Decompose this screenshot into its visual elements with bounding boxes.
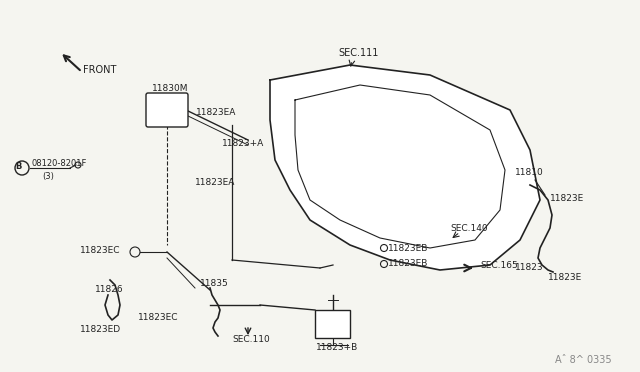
Text: 11823EB: 11823EB <box>388 244 428 253</box>
Text: SEC.140: SEC.140 <box>450 224 488 232</box>
Text: (3): (3) <box>42 171 54 180</box>
Text: 11823EA: 11823EA <box>196 108 236 116</box>
Polygon shape <box>270 65 540 270</box>
Text: 11823EC: 11823EC <box>80 246 120 254</box>
Text: 11810: 11810 <box>515 167 544 176</box>
Text: 11835: 11835 <box>200 279 228 289</box>
Text: 11823EA: 11823EA <box>195 177 236 186</box>
Text: FRONT: FRONT <box>83 65 116 75</box>
Text: SEC.111: SEC.111 <box>338 48 378 58</box>
Text: SEC.110: SEC.110 <box>232 336 269 344</box>
Text: 11823EB: 11823EB <box>388 260 428 269</box>
FancyBboxPatch shape <box>146 93 188 127</box>
Text: B: B <box>15 161 21 170</box>
Text: 11823: 11823 <box>515 263 543 273</box>
Text: 08120-8201F: 08120-8201F <box>32 158 88 167</box>
Text: 11823E: 11823E <box>550 193 584 202</box>
Text: 11826: 11826 <box>95 285 124 295</box>
Text: 11823E: 11823E <box>548 273 582 282</box>
Text: SEC.165: SEC.165 <box>480 262 518 270</box>
Text: 11823+B: 11823+B <box>316 343 358 353</box>
Text: 11823EC: 11823EC <box>138 314 179 323</box>
Bar <box>315 310 350 338</box>
Text: Aˆ 8^ 0335: Aˆ 8^ 0335 <box>555 355 612 365</box>
Text: 11823+A: 11823+A <box>222 138 264 148</box>
Text: 11823ED: 11823ED <box>80 326 121 334</box>
Text: 11830M: 11830M <box>152 83 189 93</box>
Text: 15296: 15296 <box>316 315 344 324</box>
